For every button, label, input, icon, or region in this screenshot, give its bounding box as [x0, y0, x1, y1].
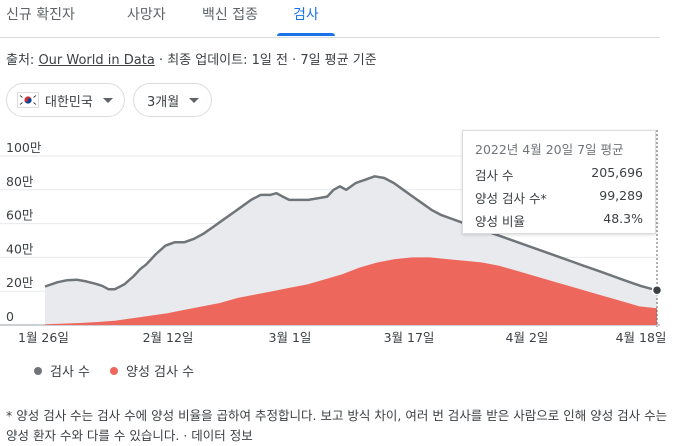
chevron-down-icon [189, 97, 200, 103]
footnote: * 양성 검사 수는 검사 수에 양성 비율을 곱하여 추정합니다. 보고 방식… [6, 408, 668, 443]
x-tick-label: 4월 2일 [506, 330, 549, 345]
x-tick-label: 3월 1일 [269, 330, 312, 345]
tests-line [44, 175, 658, 292]
legend-dot-icon [34, 366, 42, 375]
tooltip-label: 검사 수 [475, 168, 514, 183]
y-tick-label: 0 [6, 309, 14, 324]
x-tick-label: 3월 17일 [384, 330, 435, 345]
tooltip-label: 양성 비율 [475, 214, 525, 229]
source-line: 출처: Our World in Data · 최종 업데이트: 1일 전 · … [6, 49, 377, 68]
chevron-down-icon [102, 97, 113, 103]
tooltip-value: 205,696 [591, 165, 643, 180]
y-axis-labels: 0 20만 40만 60만 80만 100만 [6, 140, 42, 324]
tooltip-label: 양성 검사 수* [475, 191, 547, 206]
tab-tests[interactable]: 검사 [293, 7, 319, 23]
positive-tests-area [45, 257, 657, 325]
legend-label: 검사 수 [50, 365, 91, 380]
tab-vaccinations[interactable]: 백신 접종 [202, 7, 258, 23]
tooltip-title: 2022년 4월 20일 7일 평균 [475, 142, 624, 157]
tooltip-row-rate: 양성 비율 48.3% [475, 211, 643, 229]
source-prefix: 출처: [6, 53, 39, 68]
y-tick-label: 60만 [6, 208, 34, 223]
tab-bar: 신규 확진자 사망자 백신 접종 검사 [0, 0, 660, 38]
legend-tests: 검사 수 [34, 361, 90, 380]
source-suffix: · 최종 업데이트: 1일 전 · 7일 평균 기준 [154, 53, 377, 68]
tooltip-value: 48.3% [603, 211, 643, 226]
x-tick-label: 2월 12일 [143, 330, 194, 345]
legend-positive: 양성 검사 수 [110, 361, 194, 380]
region-select[interactable]: 대한민국 [6, 83, 125, 117]
chart-tooltip: 2022년 4월 20일 7일 평균 검사 수 205,696 양성 검사 수*… [462, 130, 656, 234]
legend-dot-icon [110, 366, 118, 375]
tab-new-cases[interactable]: 신규 확진자 [6, 7, 75, 23]
tooltip-row-positive: 양성 검사 수* 99,289 [475, 188, 643, 206]
x-tick-label: 1월 26일 [18, 330, 69, 345]
x-tick-label: 4월 18일 [616, 330, 667, 345]
period-select-label: 3개월 [147, 94, 180, 110]
y-tick-label: 80만 [6, 174, 34, 189]
y-tick-label: 20만 [6, 275, 34, 290]
tooltip-value: 99,289 [599, 188, 643, 203]
tab-deaths[interactable]: 사망자 [127, 7, 166, 23]
active-tab-indicator [277, 33, 335, 36]
south-korea-flag-icon [17, 92, 39, 108]
hover-dot [651, 284, 663, 296]
x-axis-labels: 1월 26일 2월 12일 3월 1일 3월 17일 4월 2일 4월 18일 [18, 330, 666, 345]
legend-label: 양성 검사 수 [126, 365, 195, 380]
period-select[interactable]: 3개월 [133, 83, 212, 117]
region-select-label: 대한민국 [45, 94, 93, 110]
source-link[interactable]: Our World in Data [38, 53, 155, 68]
y-tick-label: 100만 [6, 140, 42, 155]
tooltip-row-tests: 검사 수 205,696 [475, 165, 643, 183]
tests-area-chart[interactable]: 0 20만 40만 60만 80만 100만 1월 26일 2월 12일 3월 1일 3월 17… [0, 0, 676, 433]
y-tick-label: 40만 [6, 241, 34, 256]
